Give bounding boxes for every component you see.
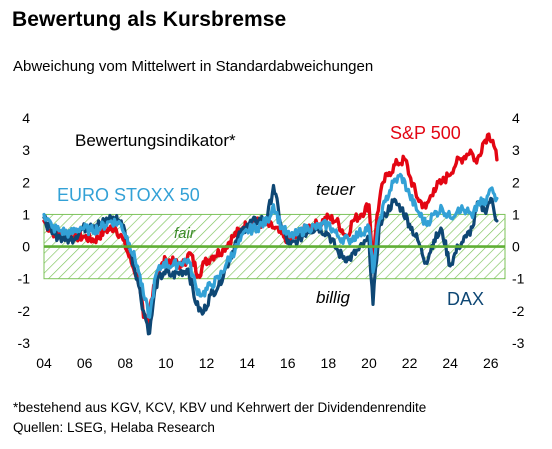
x-tick-label: 12 xyxy=(199,355,215,371)
y-tick-left: 3 xyxy=(22,142,30,158)
y-tick-right: 0 xyxy=(512,239,520,255)
y-tick-right: -3 xyxy=(512,335,525,351)
series-label-eurostoxx50: EURO STOXX 50 xyxy=(57,185,200,205)
y-tick-left: -2 xyxy=(18,303,31,319)
x-tick-label: 20 xyxy=(361,355,377,371)
y-tick-left: -3 xyxy=(18,335,31,351)
x-tick-label: 06 xyxy=(77,355,93,371)
x-tick-label: 18 xyxy=(321,355,337,371)
x-tick-label: 10 xyxy=(158,355,174,371)
series-line-eurostoxx50 xyxy=(42,172,499,319)
y-tick-right: 1 xyxy=(512,206,520,222)
x-tick-label: 16 xyxy=(280,355,296,371)
y-tick-left: 2 xyxy=(22,174,30,190)
series-label-sp500: S&P 500 xyxy=(390,123,461,143)
x-tick-label: 24 xyxy=(442,355,458,371)
y-tick-left: 4 xyxy=(22,110,30,126)
annotation-teuer: teuer xyxy=(316,180,356,199)
chart-subtitle: Abweichung vom Mittelwert in Standardabw… xyxy=(13,58,374,75)
footnote-sources: Quellen: LSEG, Helaba Research xyxy=(13,420,215,435)
y-tick-right: -1 xyxy=(512,271,525,287)
annotation-indicator: Bewertungsindikator* xyxy=(75,131,236,150)
y-tick-right: 4 xyxy=(512,110,520,126)
x-tick-label: 08 xyxy=(117,355,133,371)
y-tick-left: -1 xyxy=(18,271,31,287)
y-tick-right: 3 xyxy=(512,142,520,158)
series-label-dax: DAX xyxy=(447,289,484,309)
footnote: *bestehend aus KGV, KCV, KBV und Kehrwer… xyxy=(13,398,426,438)
y-tick-right: 2 xyxy=(512,174,520,190)
x-tick-label: 04 xyxy=(36,355,52,371)
x-tick-label: 14 xyxy=(239,355,255,371)
annotation-billig: billig xyxy=(316,288,351,307)
annotation-fair: fair xyxy=(174,225,196,242)
chart-title: Bewertung als Kursbremse xyxy=(12,8,287,31)
y-tick-left: 0 xyxy=(22,239,30,255)
x-tick-label: 26 xyxy=(483,355,499,371)
y-tick-left: 1 xyxy=(22,206,30,222)
y-tick-right: -2 xyxy=(512,303,525,319)
footnote-definition: *bestehend aus KGV, KCV, KBV und Kehrwer… xyxy=(13,400,427,415)
x-tick-label: 22 xyxy=(402,355,418,371)
